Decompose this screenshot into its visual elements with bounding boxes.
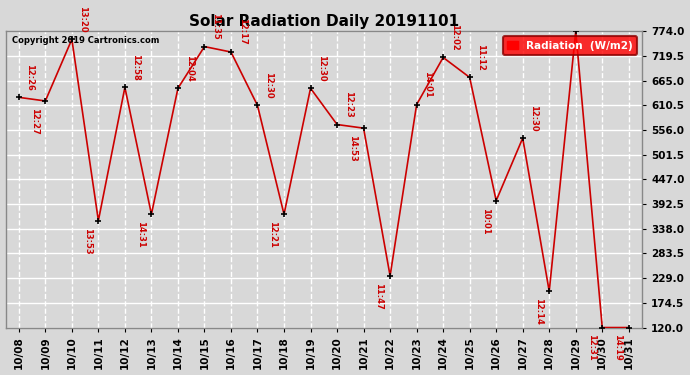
Text: 12:21: 12:21	[268, 221, 277, 248]
Text: 12:23: 12:23	[344, 91, 353, 118]
Text: 12:30: 12:30	[317, 55, 326, 81]
Text: 11:47: 11:47	[375, 283, 384, 310]
Text: 12:30: 12:30	[264, 72, 273, 99]
Text: 14:01: 14:01	[423, 71, 432, 98]
Text: 12:31: 12:31	[586, 334, 595, 361]
Text: 14:53: 14:53	[348, 135, 357, 162]
Text: 14:31: 14:31	[136, 221, 145, 248]
Title: Solar Radiation Daily 20191101: Solar Radiation Daily 20191101	[189, 13, 459, 28]
Text: 14:19: 14:19	[613, 334, 622, 361]
Text: 12:30: 12:30	[529, 105, 538, 131]
Text: Copyright 2019 Cartronics.com: Copyright 2019 Cartronics.com	[12, 36, 159, 45]
Legend: Radiation  (W/m2): Radiation (W/m2)	[503, 36, 637, 55]
Text: 12:02: 12:02	[450, 24, 459, 51]
Text: 12:14: 12:14	[533, 298, 542, 325]
Text: 13:53: 13:53	[83, 228, 92, 254]
Text: 12:17: 12:17	[237, 18, 246, 45]
Text: 13:20: 13:20	[79, 6, 88, 32]
Text: 12:27: 12:27	[30, 108, 39, 135]
Text: 11:12: 11:12	[476, 44, 485, 70]
Text: 12:58: 12:58	[132, 54, 141, 80]
Text: 10:01: 10:01	[480, 208, 490, 234]
Text: 12:04: 12:04	[184, 55, 194, 81]
Text: 11:35: 11:35	[211, 13, 220, 40]
Text: 12:26: 12:26	[26, 63, 34, 90]
